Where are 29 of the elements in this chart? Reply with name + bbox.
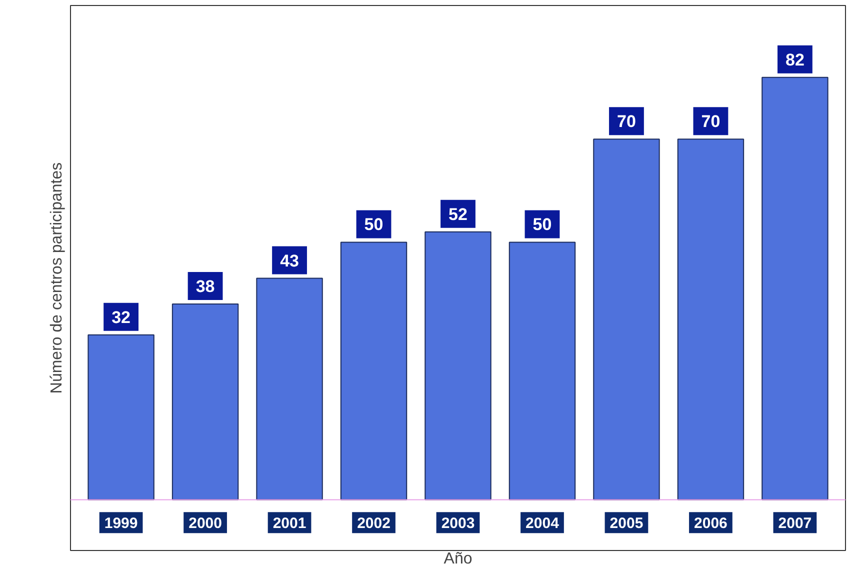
- x-axis-title: Año: [444, 550, 472, 568]
- x-tick-label: 2005: [610, 515, 644, 532]
- data-label: 43: [280, 251, 299, 270]
- x-tick-label: 2007: [778, 515, 812, 532]
- x-tick-label: 2001: [272, 515, 306, 532]
- data-label: 82: [786, 50, 804, 70]
- bar: [340, 242, 408, 500]
- data-label: 52: [448, 204, 468, 224]
- bar: [172, 304, 239, 500]
- data-label: 38: [196, 277, 215, 296]
- x-tick-label: 2003: [441, 515, 475, 532]
- bar: [762, 76, 828, 500]
- bar: [424, 231, 492, 500]
- data-label: 50: [364, 215, 384, 234]
- data-label: 32: [112, 308, 131, 327]
- y-axis-title: Número de centros participantes: [48, 162, 66, 394]
- bar: [508, 242, 576, 500]
- x-tick-label: 2002: [357, 515, 390, 532]
- data-label: 70: [617, 112, 636, 132]
- x-tick-label: 2006: [694, 515, 728, 532]
- bar: [677, 138, 744, 500]
- bar: [593, 138, 660, 500]
- x-tick-label: 1999: [104, 515, 138, 532]
- bar: [256, 278, 323, 500]
- data-label: 70: [701, 112, 720, 132]
- x-tick-label: 2000: [188, 515, 222, 532]
- bar: [88, 334, 154, 500]
- x-tick-label: 2004: [526, 515, 560, 532]
- data-label: 50: [532, 215, 552, 234]
